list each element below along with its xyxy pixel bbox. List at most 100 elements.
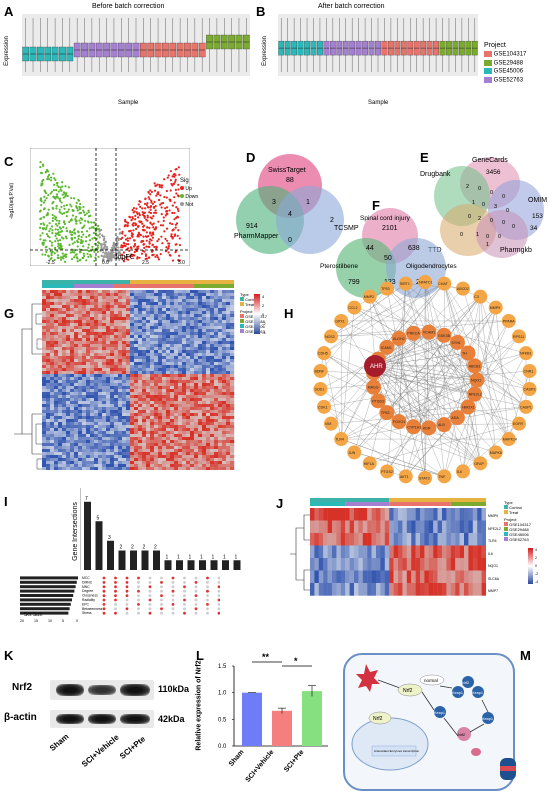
heatmap-cell — [178, 365, 183, 369]
heatmap-cell — [42, 350, 47, 354]
heatmap-cell — [86, 422, 91, 426]
heatmap-cell — [130, 458, 135, 462]
heatmap-cell — [424, 508, 429, 521]
heatmap-cell — [126, 413, 131, 417]
heatmap-cell — [82, 374, 87, 378]
edge — [386, 283, 406, 472]
point — [144, 197, 147, 201]
heatmap-cell — [122, 305, 127, 309]
heatmap-cell — [126, 356, 131, 360]
heatmap-cell — [214, 311, 219, 315]
heatmap-cell — [134, 449, 139, 453]
heatmap-cell — [98, 389, 103, 393]
heatmap-cell — [118, 374, 123, 378]
heatmap-cell — [74, 290, 79, 294]
heatmap-cell — [178, 404, 183, 408]
heatmap-cell — [42, 467, 47, 470]
heatmap-cell — [218, 347, 223, 351]
heatmap-cell — [46, 458, 51, 462]
heatmap-cell — [380, 583, 385, 596]
heatmap-cell — [420, 570, 425, 584]
heatmap-cell — [110, 458, 115, 462]
heatmap-cell — [389, 545, 394, 559]
point — [125, 258, 128, 261]
heatmap-cell — [154, 404, 159, 408]
heatmap-cell — [42, 356, 47, 360]
point — [100, 246, 103, 249]
point — [171, 211, 174, 215]
heatmap-cell — [122, 401, 127, 405]
heatmap-cell — [66, 467, 71, 470]
heatmap-cell — [218, 374, 223, 378]
node-label: NFKB1 — [520, 352, 532, 356]
heatmap-cell — [106, 305, 111, 309]
heatmap-cell — [194, 356, 199, 360]
heatmap-cell — [214, 314, 219, 318]
heatmap-cell — [130, 332, 135, 336]
heatmap-cell — [166, 458, 171, 462]
heatmap-cell — [66, 377, 71, 381]
heatmap-cell — [186, 326, 191, 330]
heatmap-cell — [126, 419, 131, 423]
heatmap-cell — [66, 302, 71, 306]
point — [164, 250, 168, 253]
heatmap-cell — [130, 395, 135, 399]
heatmap-cell — [154, 332, 159, 336]
heatmap-cell — [154, 314, 159, 318]
heatmap-cell — [174, 449, 179, 453]
heatmap-cell — [349, 558, 355, 571]
heatmap-cell — [198, 347, 203, 351]
heatmap-cell — [150, 305, 155, 309]
heatmap-cell — [222, 317, 227, 321]
heatmap-cell — [371, 583, 377, 596]
point — [154, 209, 157, 212]
heatmap-cell — [222, 398, 227, 402]
heatmap-cell — [62, 440, 67, 444]
point — [153, 182, 156, 185]
heatmap-cell — [106, 350, 111, 354]
heatmap-cell — [126, 386, 131, 390]
heatmap-cell — [50, 332, 55, 336]
heatmap-cell — [166, 392, 171, 396]
heatmap-cell — [62, 452, 67, 456]
heatmap-cell — [70, 368, 75, 372]
heatmap-cell — [230, 425, 235, 429]
heatmap-cell — [226, 314, 231, 318]
heatmap-cell — [62, 320, 67, 324]
heatmap-cell — [138, 458, 143, 462]
heatmap-cell — [130, 386, 135, 390]
point — [146, 214, 149, 217]
point — [121, 230, 124, 233]
legend-b: Project GSE104317 GSE29488 GSE45006 GSE5… — [484, 42, 526, 85]
heatmap-cell — [130, 383, 135, 387]
heatmap-cell — [42, 446, 47, 450]
heatmap-cell — [166, 353, 171, 357]
point — [56, 254, 60, 257]
point — [70, 205, 73, 208]
heatmap-cell — [106, 332, 111, 336]
legend-label: Treat — [509, 510, 519, 515]
heatmap-cell — [94, 410, 99, 414]
heatmap-cell — [210, 314, 215, 318]
point — [155, 245, 158, 249]
heatmap-cell — [102, 434, 107, 438]
heatmap-cell — [118, 422, 123, 426]
set-size-bar — [20, 602, 71, 606]
heatmap-cell — [206, 392, 211, 396]
heatmap-cell — [50, 356, 55, 360]
heatmap-cell — [142, 368, 147, 372]
heatmap-cell — [218, 359, 223, 363]
heatmap-cell — [150, 431, 155, 435]
point — [120, 244, 123, 247]
heatmap-cell — [226, 392, 231, 396]
heatmap-cell — [202, 332, 207, 336]
point — [44, 171, 48, 174]
point — [51, 217, 55, 220]
edge — [428, 332, 475, 395]
heatmap-cell — [226, 380, 231, 384]
heatmap-cell — [142, 311, 147, 315]
tick: 4 — [262, 294, 265, 299]
heatmap-cell — [178, 467, 183, 470]
heatmap-cell — [122, 467, 127, 470]
heatmap-cell — [66, 314, 71, 318]
